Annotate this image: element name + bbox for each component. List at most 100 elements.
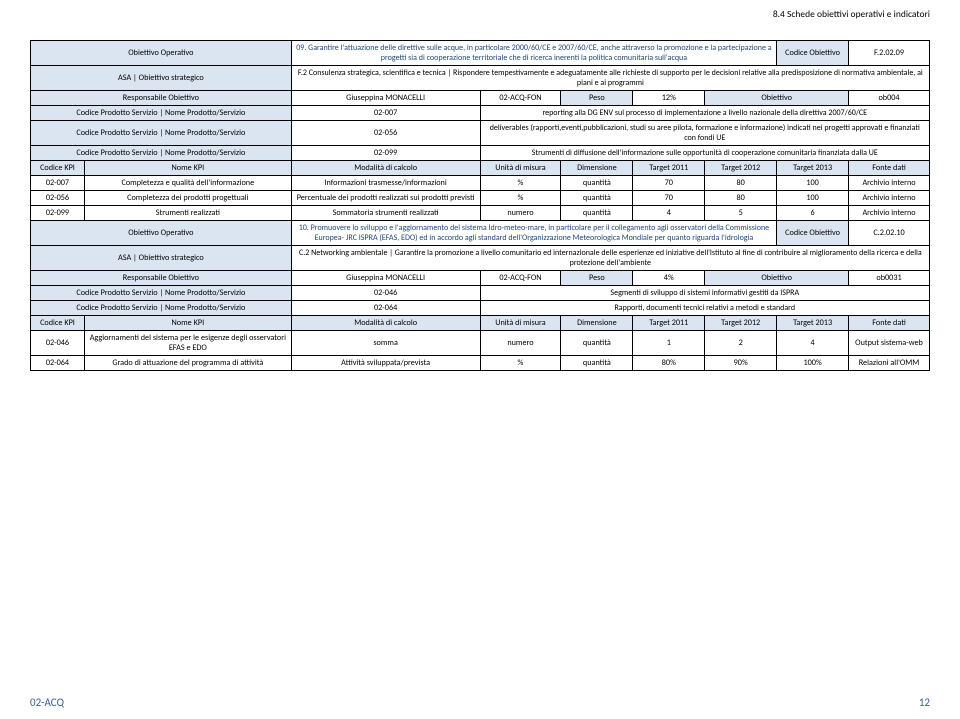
kpi-code: 02-056 bbox=[31, 191, 85, 206]
kpi-t13: 100 bbox=[777, 191, 849, 206]
kpi-um: % bbox=[480, 356, 561, 371]
kpi-dim: quantità bbox=[561, 356, 633, 371]
kpi-dim: quantità bbox=[561, 176, 633, 191]
table-row: Codice Prodotto Servizio | Nome Prodotto… bbox=[31, 121, 930, 146]
table-row: Codice Prodotto Servizio | Nome Prodotto… bbox=[31, 286, 930, 301]
kpi-fonte: Archivio interno bbox=[849, 206, 930, 221]
kpi-fonte-hdr: Fonte dati bbox=[849, 316, 930, 331]
kpi-t12: 5 bbox=[705, 206, 777, 221]
table-row: 02-007Completezza e qualità dell'informa… bbox=[31, 176, 930, 191]
obiettivo-operativo-label: Obiettivo Operativo bbox=[31, 221, 292, 246]
kpi-dim-hdr: Dimensione bbox=[561, 161, 633, 176]
kpi-mod-hdr: Modalità di calcolo bbox=[291, 161, 480, 176]
table-row: Responsabile ObiettivoGiuseppina MONACEL… bbox=[31, 91, 930, 106]
kpi-t12: 90% bbox=[705, 356, 777, 371]
kpi-um-hdr: Unità di misura bbox=[480, 316, 561, 331]
obiettivo-operativo-label: Obiettivo Operativo bbox=[31, 41, 292, 66]
kpi-um: % bbox=[480, 176, 561, 191]
kpi-mod: somma bbox=[291, 331, 480, 356]
kpi-t12: 80 bbox=[705, 176, 777, 191]
peso-label: Peso bbox=[561, 271, 633, 286]
kpi-t11: 80% bbox=[633, 356, 705, 371]
table-row: ASA | Obiettivo strategicoC.2 Networking… bbox=[31, 246, 930, 271]
kpi-code: 02-064 bbox=[31, 356, 85, 371]
kpi-um: numero bbox=[480, 331, 561, 356]
kpi-name: Grado di attuazione del programma di att… bbox=[84, 356, 291, 371]
table-row: 02-056Completezza dei prodotti progettua… bbox=[31, 191, 930, 206]
kpi-dim: quantità bbox=[561, 191, 633, 206]
kpi-code: 02-099 bbox=[31, 206, 85, 221]
kpi-fonte: Relazioni all'OMM bbox=[849, 356, 930, 371]
kpi-dim-hdr: Dimensione bbox=[561, 316, 633, 331]
kpi-code-hdr: Codice KPI bbox=[31, 161, 85, 176]
kpi-name-hdr: Nome KPI bbox=[84, 316, 291, 331]
responsabile-label: Responsabile Obiettivo bbox=[31, 271, 292, 286]
responsabile-name: Giuseppina MONACELLI bbox=[291, 271, 480, 286]
responsabile-label: Responsabile Obiettivo bbox=[31, 91, 292, 106]
cps-label: Codice Prodotto Servizio | Nome Prodotto… bbox=[31, 121, 292, 146]
obiettivo-code: ob004 bbox=[849, 91, 930, 106]
kpi-t11-hdr: Target 2011 bbox=[633, 316, 705, 331]
prod-code: 02-064 bbox=[291, 301, 480, 316]
kpi-code: 02-046 bbox=[31, 331, 85, 356]
kpi-mod: Percentuale dei prodotti realizzati sui … bbox=[291, 191, 480, 206]
table-row: Codice Prodotto Servizio | Nome Prodotto… bbox=[31, 146, 930, 161]
data-table: Obiettivo Operativo09. Garantire l'attua… bbox=[30, 40, 930, 371]
table-row: Codice Prodotto Servizio | Nome Prodotto… bbox=[31, 106, 930, 121]
codice-obiettivo-label: Codice Obiettivo bbox=[777, 41, 849, 66]
kpi-t13-hdr: Target 2013 bbox=[777, 316, 849, 331]
table-row: 02-064Grado di attuazione del programma … bbox=[31, 356, 930, 371]
prod-code: 02-007 bbox=[291, 106, 480, 121]
asa-label: ASA | Obiettivo strategico bbox=[31, 66, 292, 91]
kpi-t11: 1 bbox=[633, 331, 705, 356]
kpi-t13-hdr: Target 2013 bbox=[777, 161, 849, 176]
cps-label: Codice Prodotto Servizio | Nome Prodotto… bbox=[31, 286, 292, 301]
kpi-t11: 4 bbox=[633, 206, 705, 221]
kpi-code-hdr: Codice KPI bbox=[31, 316, 85, 331]
obiettivo-operativo-desc: 10. Promuovere lo sviluppo e l'aggiornam… bbox=[291, 221, 776, 246]
prod-desc: reporting alla DG ENV sul processo di im… bbox=[480, 106, 929, 121]
kpi-name: Completezza e qualità dell'informazione bbox=[84, 176, 291, 191]
table-row: Codice KPINome KPIModalità di calcoloUni… bbox=[31, 161, 930, 176]
asa-desc: F.2 Consulenza strategica, scientifica e… bbox=[291, 66, 929, 91]
kpi-name: Completezza dei prodotti progettuali bbox=[84, 191, 291, 206]
kpi-um-hdr: Unità di misura bbox=[480, 161, 561, 176]
kpi-name: Aggiornamenti del sistema per le esigenz… bbox=[84, 331, 291, 356]
codice-obiettivo-value: C.2.02.10 bbox=[849, 221, 930, 246]
kpi-t13: 6 bbox=[777, 206, 849, 221]
kpi-mod-hdr: Modalità di calcolo bbox=[291, 316, 480, 331]
peso-value: 12% bbox=[633, 91, 705, 106]
prod-desc: Segmenti di sviluppo di sistemi informat… bbox=[480, 286, 929, 301]
codice-obiettivo-value: F.2.02.09 bbox=[849, 41, 930, 66]
kpi-t11-hdr: Target 2011 bbox=[633, 161, 705, 176]
prod-code: 02-046 bbox=[291, 286, 480, 301]
kpi-t12: 80 bbox=[705, 191, 777, 206]
obiettivo-label: Obiettivo bbox=[705, 271, 849, 286]
kpi-t13: 100 bbox=[777, 176, 849, 191]
footer-right: 12 bbox=[919, 696, 930, 709]
kpi-um: % bbox=[480, 191, 561, 206]
table-row: Responsabile ObiettivoGiuseppina MONACEL… bbox=[31, 271, 930, 286]
table-row: Obiettivo Operativo09. Garantire l'attua… bbox=[31, 41, 930, 66]
asa-desc: C.2 Networking ambientale | Garantire la… bbox=[291, 246, 929, 271]
kpi-fonte: Output sistema-web bbox=[849, 331, 930, 356]
prod-desc: deliverables (rapporti,eventi,pubblicazi… bbox=[480, 121, 929, 146]
kpi-code: 02-007 bbox=[31, 176, 85, 191]
asa-label: ASA | Obiettivo strategico bbox=[31, 246, 292, 271]
kpi-fonte: Archivio interno bbox=[849, 191, 930, 206]
kpi-t13: 100% bbox=[777, 356, 849, 371]
kpi-t12: 2 bbox=[705, 331, 777, 356]
table-row: 02-099Strumenti realizzatiSommatoria str… bbox=[31, 206, 930, 221]
cps-label: Codice Prodotto Servizio | Nome Prodotto… bbox=[31, 146, 292, 161]
table-row: Codice Prodotto Servizio | Nome Prodotto… bbox=[31, 301, 930, 316]
kpi-name: Strumenti realizzati bbox=[84, 206, 291, 221]
kpi-mod: Informazioni trasmesse/informazioni bbox=[291, 176, 480, 191]
kpi-mod: Sommatoria strumenti realizzati bbox=[291, 206, 480, 221]
kpi-t11: 70 bbox=[633, 191, 705, 206]
peso-label: Peso bbox=[561, 91, 633, 106]
table-row: ASA | Obiettivo strategicoF.2 Consulenza… bbox=[31, 66, 930, 91]
kpi-mod: Attività sviluppata/prevista bbox=[291, 356, 480, 371]
prod-desc: Strumenti di diffusione dell'informazion… bbox=[480, 146, 929, 161]
obiettivo-label: Obiettivo bbox=[705, 91, 849, 106]
kpi-fonte: Archivio interno bbox=[849, 176, 930, 191]
